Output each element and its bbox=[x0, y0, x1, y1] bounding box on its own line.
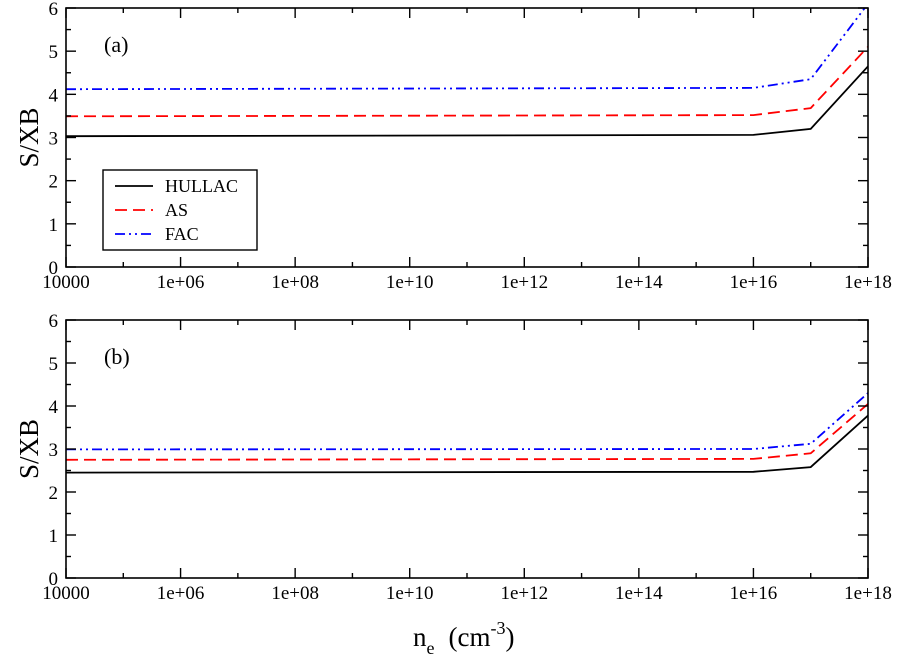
y-tick-label: 4 bbox=[49, 85, 59, 106]
legend-box bbox=[102, 169, 258, 251]
y-tick-label: 1 bbox=[49, 215, 59, 236]
legend-label: AS bbox=[165, 200, 188, 220]
y-tick-label: 0 bbox=[49, 258, 59, 279]
x-tick-label: 10000 bbox=[42, 583, 90, 604]
x-tick-label: 1e+12 bbox=[500, 583, 548, 604]
panel-label: (b) bbox=[104, 344, 130, 369]
legend-label: HULLAC bbox=[165, 176, 238, 196]
x-tick-label: 10000 bbox=[42, 272, 90, 293]
x-axis-title-main: n bbox=[413, 622, 427, 652]
y-tick-label: 6 bbox=[49, 0, 59, 20]
y-tick-label: 3 bbox=[49, 129, 59, 150]
panel-a: 10000 1e+06 1e+08 1e+10 1e+12 1e+14 1e+16 1e+18… bbox=[14, 0, 892, 293]
y-tick-label: 0 bbox=[49, 569, 59, 590]
x-axis-title-unit-close: ) bbox=[505, 622, 514, 652]
x-tick-label: 1e+18 bbox=[844, 583, 892, 604]
y-tick-label: 3 bbox=[49, 440, 59, 461]
y-tick-label: 5 bbox=[49, 42, 59, 63]
series-group bbox=[66, 8, 868, 138]
x-tick-label: 1e+16 bbox=[730, 272, 778, 293]
panel-b: 10000 1e+06 1e+08 1e+10 1e+12 1e+14 1e+16 1e+18… bbox=[14, 311, 892, 604]
series-line-as bbox=[66, 403, 868, 461]
y-tick-label: 2 bbox=[49, 483, 59, 504]
x-tick-label: 1e+16 bbox=[730, 583, 778, 604]
x-axis-title: ne (cm-3) bbox=[413, 618, 514, 658]
y-tick-label: 2 bbox=[49, 172, 59, 193]
series-line-hullac bbox=[66, 65, 868, 138]
legend: HULLAC AS FAC bbox=[102, 169, 258, 251]
x-tick-label: 1e+18 bbox=[844, 272, 892, 293]
x-tick-label: 1e+14 bbox=[615, 272, 663, 293]
y-tick-label: 4 bbox=[49, 397, 59, 418]
series-line-hullac bbox=[66, 414, 868, 474]
x-tick-label: 1e+08 bbox=[271, 272, 319, 293]
x-tick-label: 1e+08 bbox=[271, 583, 319, 604]
x-tick-label: 1e+06 bbox=[157, 583, 205, 604]
panel-label: (a) bbox=[104, 32, 128, 57]
x-tick-label: 1e+12 bbox=[500, 272, 548, 293]
series-line-as bbox=[66, 46, 868, 118]
series-line-fac bbox=[66, 392, 868, 451]
x-tick-label: 1e+10 bbox=[386, 583, 434, 604]
y-tick-label: 5 bbox=[49, 354, 59, 375]
x-tick-label: 1e+06 bbox=[157, 272, 205, 293]
x-axis-title-unit-open: (cm bbox=[449, 622, 491, 652]
y-axis-title: S/XB bbox=[14, 107, 44, 167]
x-tick-label: 1e+10 bbox=[386, 272, 434, 293]
x-tick-label: 1e+14 bbox=[615, 583, 663, 604]
y-axis-title: S/XB bbox=[14, 419, 44, 479]
x-axis-title-superscript: -3 bbox=[490, 618, 505, 638]
series-line-fac bbox=[66, 8, 866, 91]
y-tick-label: 6 bbox=[49, 311, 59, 332]
x-axis-title-subscript: e bbox=[427, 638, 435, 658]
series-group bbox=[66, 392, 868, 474]
y-tick-label: 1 bbox=[49, 526, 59, 547]
legend-label: FAC bbox=[165, 224, 199, 244]
